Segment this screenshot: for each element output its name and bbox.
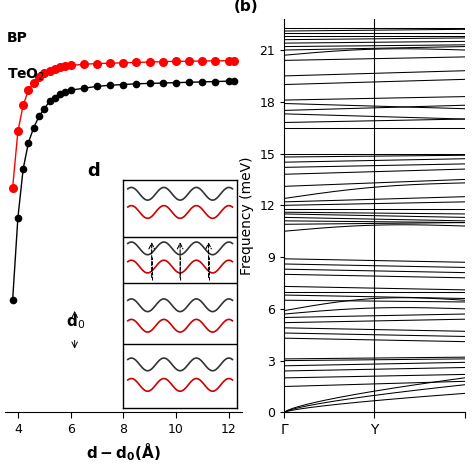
X-axis label: $\bf{d-d_0(\AA)}$: $\bf{d-d_0(\AA)}$	[86, 441, 161, 463]
Text: TeO$_2$: TeO$_2$	[7, 66, 45, 82]
Text: d$_0$: d$_0$	[66, 312, 86, 330]
Text: (b): (b)	[234, 0, 259, 14]
Y-axis label: Frequency (meV): Frequency (meV)	[240, 156, 254, 275]
Text: BP: BP	[7, 31, 28, 45]
Text: d: d	[88, 162, 100, 180]
